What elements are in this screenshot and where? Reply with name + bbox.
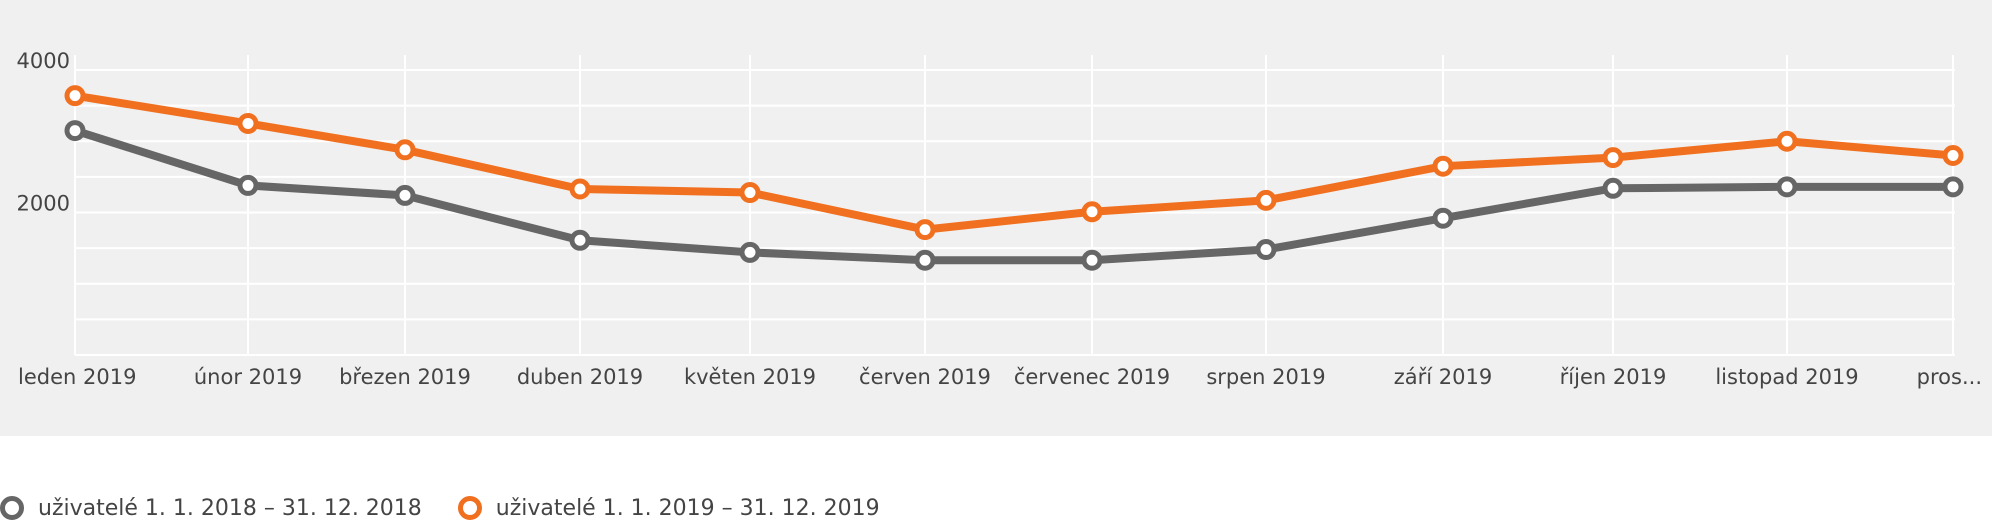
data-point[interactable] <box>1602 147 1624 169</box>
y-tick-label: 2000 <box>17 192 70 216</box>
x-tick-label: pros... <box>1917 365 1982 389</box>
x-tick-label: listopad 2019 <box>1715 365 1858 389</box>
data-point[interactable] <box>569 178 591 200</box>
data-point[interactable] <box>914 249 936 271</box>
x-tick-label: květen 2019 <box>684 365 816 389</box>
data-point[interactable] <box>1776 176 1798 198</box>
x-tick-label: červenec 2019 <box>1014 365 1170 389</box>
grid <box>74 55 1955 356</box>
x-tick-label: únor 2019 <box>194 365 302 389</box>
data-point[interactable] <box>394 184 416 206</box>
legend-marker-icon <box>0 496 24 520</box>
line-chart: 2000 4000 leden 2019 únor 2019 březen 2019 d… <box>17 49 1982 389</box>
y-axis-ticks: 2000 4000 <box>17 49 70 216</box>
legend: uživatelé 1. 1. 2018 – 31. 12. 2018 uživ… <box>0 488 916 528</box>
data-point[interactable] <box>1602 177 1624 199</box>
data-point[interactable] <box>1432 207 1454 229</box>
legend-item-2019[interactable]: uživatelé 1. 1. 2019 – 31. 12. 2019 <box>457 495 880 521</box>
series-line <box>71 91 1957 234</box>
data-point[interactable] <box>1942 145 1964 166</box>
legend-item-2018[interactable]: uživatelé 1. 1. 2018 – 31. 12. 2018 <box>0 496 422 521</box>
x-tick-label: říjen 2019 <box>1560 365 1667 389</box>
data-point[interactable] <box>1942 176 1964 198</box>
data-point[interactable] <box>1432 155 1454 177</box>
data-point[interactable] <box>739 241 761 263</box>
x-tick-label: srpen 2019 <box>1206 365 1325 389</box>
data-point[interactable] <box>1255 189 1277 211</box>
series-1 <box>64 85 1964 241</box>
series-0 <box>64 120 1964 271</box>
data-point[interactable] <box>64 85 86 107</box>
series-line <box>71 126 1957 265</box>
chart-area: 2000 4000 leden 2019 únor 2019 březen 2019 d… <box>0 0 1992 436</box>
x-tick-label: březen 2019 <box>339 365 471 389</box>
data-point[interactable] <box>64 120 86 142</box>
y-tick-label: 4000 <box>17 49 70 73</box>
series-layer <box>64 85 1964 271</box>
x-axis-ticks: leden 2019 únor 2019 březen 2019 duben 2019… <box>18 365 1982 389</box>
data-point[interactable] <box>1255 239 1277 261</box>
data-point[interactable] <box>1081 201 1103 223</box>
data-point[interactable] <box>739 182 761 204</box>
legend-label: uživatelé 1. 1. 2019 – 31. 12. 2019 <box>495 495 880 521</box>
x-tick-label: září 2019 <box>1394 365 1492 389</box>
x-tick-label: leden 2019 <box>18 365 136 389</box>
legend-marker-icon <box>457 496 482 520</box>
legend-label: uživatelé 1. 1. 2018 – 31. 12. 2018 <box>38 495 422 521</box>
x-tick-label: červen 2019 <box>859 365 991 389</box>
data-point[interactable] <box>914 219 936 241</box>
data-point[interactable] <box>1776 130 1798 152</box>
x-tick-label: duben 2019 <box>517 365 643 389</box>
data-point[interactable] <box>237 174 259 196</box>
data-point[interactable] <box>394 139 416 161</box>
data-point[interactable] <box>237 112 259 134</box>
data-point[interactable] <box>569 229 591 251</box>
data-point[interactable] <box>1081 249 1103 271</box>
